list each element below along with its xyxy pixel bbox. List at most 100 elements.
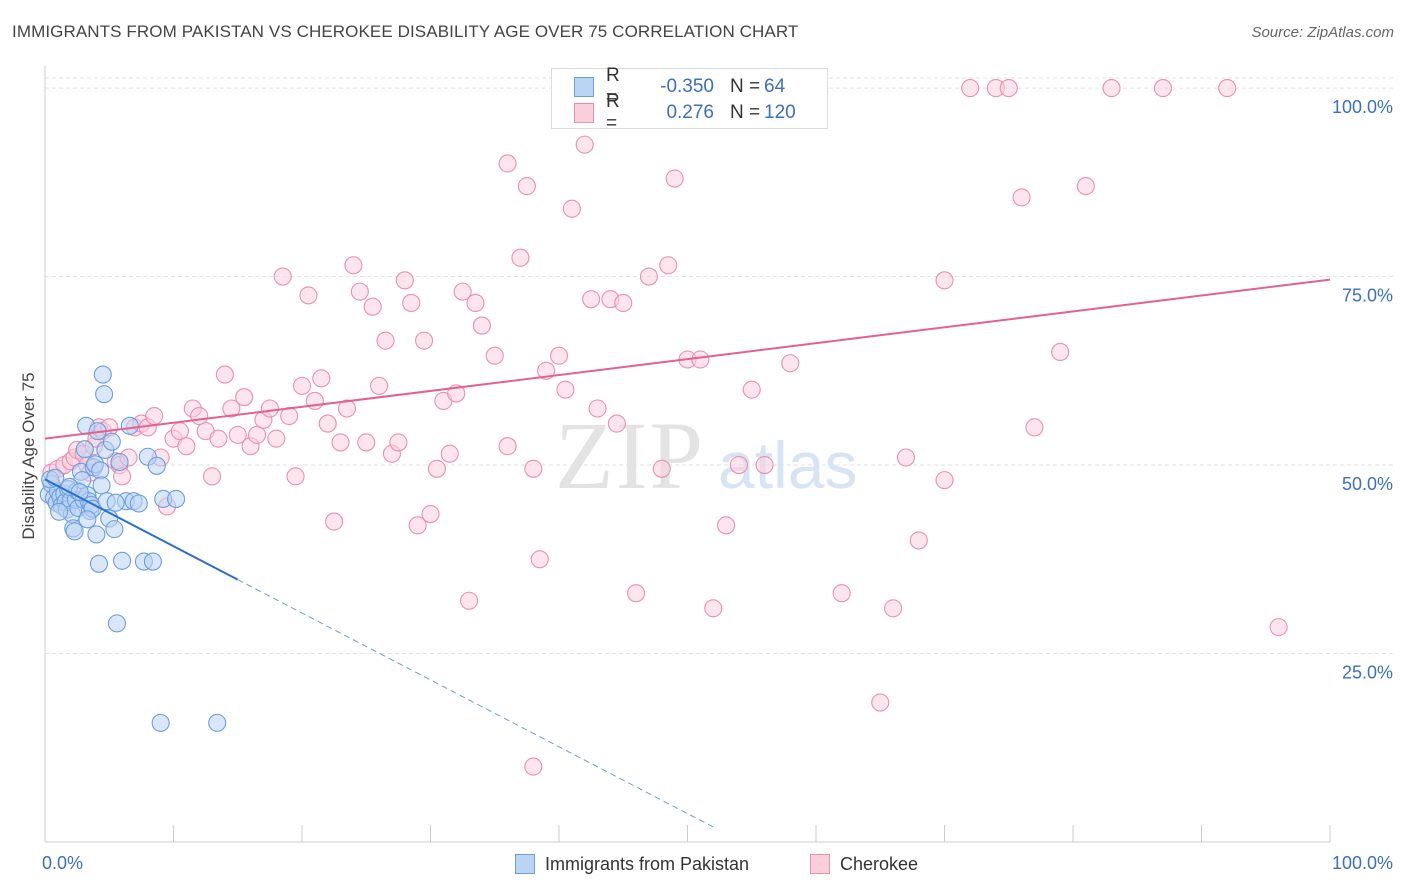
cherokee-point	[582, 290, 601, 309]
cherokee-point	[691, 350, 710, 369]
cherokee-point	[325, 512, 344, 531]
pakistan-point	[129, 494, 148, 513]
cherokee-point	[247, 425, 267, 444]
y-axis-label: Disability Age Over 75	[19, 372, 38, 539]
cherokee-point	[292, 376, 312, 395]
axes	[44, 66, 1331, 843]
gridlines	[45, 77, 1395, 655]
cherokee-point	[228, 425, 247, 444]
pakistan-point	[87, 525, 106, 544]
cherokee-point	[222, 399, 241, 418]
cherokee-point	[498, 437, 517, 456]
n-label: N =	[730, 102, 761, 123]
tick-labels: 25.0% 50.0% 75.0% 100.0% 0.0% 100.0%	[42, 97, 1393, 873]
pakistan-trend-line	[44, 478, 239, 581]
cherokee-point	[299, 286, 318, 305]
y-tick-label: 50.0%	[1342, 474, 1393, 494]
pakistan-point	[110, 452, 129, 472]
cherokee-point	[716, 516, 736, 535]
cherokee-point	[935, 471, 954, 490]
cherokee-point	[1076, 177, 1095, 196]
pakistan-point	[95, 385, 114, 404]
pakistan-point	[120, 416, 139, 435]
pakistan-point	[102, 432, 121, 451]
cherokee-point	[402, 293, 421, 312]
cherokee-point	[331, 433, 350, 452]
y-tick-label: 75.0%	[1342, 286, 1393, 306]
pakistan-point	[75, 440, 94, 459]
cherokee-point	[517, 177, 536, 196]
cherokee-point	[832, 584, 851, 603]
cherokee-point	[627, 584, 646, 603]
cherokee-point	[562, 199, 581, 218]
cherokee-point	[337, 399, 357, 418]
n-value: 120	[764, 102, 796, 123]
pakistan-point	[151, 713, 170, 732]
pakistan-point	[143, 552, 162, 571]
cherokee-point	[1153, 79, 1172, 98]
cherokee-point	[177, 437, 196, 456]
x-tick-label: 100.0%	[1332, 853, 1393, 873]
cherokee-point	[614, 293, 633, 312]
cherokee-point	[267, 429, 286, 448]
cherokee-point	[665, 169, 684, 188]
cherokee-point	[440, 444, 459, 463]
n-label: N =	[730, 76, 761, 97]
cherokee-point	[524, 757, 543, 776]
pakistan-swatch	[574, 77, 594, 97]
cherokee-point	[498, 154, 517, 173]
legend-item-pakistan: Immigrants from Pakistan	[515, 851, 749, 877]
cherokee-point	[742, 380, 761, 399]
cherokee-point	[652, 459, 671, 478]
cherokee-point	[350, 282, 369, 301]
pakistan-point	[113, 551, 132, 570]
cherokee-point	[395, 271, 414, 290]
cherokee-point	[459, 591, 479, 610]
cherokee-point	[363, 297, 382, 316]
x-tick-label: 0.0%	[42, 853, 83, 873]
cherokee-point	[370, 376, 389, 395]
pakistan-point	[107, 614, 127, 633]
legend-item-cherokee: Cherokee	[810, 851, 918, 877]
cherokee-point	[485, 346, 504, 365]
chart-source: Source: ZipAtlas.com	[1251, 24, 1394, 41]
cherokee-point	[1051, 342, 1070, 362]
cherokee-point	[357, 433, 376, 452]
cherokee-point	[1218, 79, 1237, 98]
cherokee-point	[607, 414, 626, 433]
cherokee-point	[524, 459, 543, 478]
cherokee-point	[170, 422, 189, 441]
pakistan-point	[93, 365, 112, 384]
cherokee-point	[260, 399, 279, 418]
cherokee-point	[871, 693, 890, 712]
stats-row-cherokee: R = 0.276 N = 120	[574, 91, 796, 134]
watermark-zip: ZIP	[555, 402, 705, 509]
y-tick-label: 100.0%	[1332, 97, 1393, 117]
pakistan-point	[106, 493, 125, 512]
cherokee-swatch	[574, 103, 594, 123]
watermark: ZIP atlas	[555, 402, 857, 509]
cherokee-point	[729, 455, 748, 475]
chart-title: IMMIGRANTS FROM PAKISTAN VS CHEROKEE DIS…	[12, 22, 799, 41]
cherokee-point	[415, 331, 434, 350]
cherokee-point	[884, 599, 903, 618]
cherokee-point	[466, 293, 485, 312]
y-tick-label: 25.0%	[1342, 663, 1393, 683]
cherokee-point	[427, 459, 446, 478]
n-value: 64	[764, 76, 786, 97]
cherokee-trend-line	[44, 278, 1331, 440]
cherokee-point	[755, 455, 774, 475]
legend-label-cherokee: Cherokee	[840, 853, 919, 874]
cherokee-point	[286, 467, 305, 486]
cherokee-point	[215, 365, 234, 384]
pakistan-point	[65, 522, 84, 541]
cherokee-point	[1102, 79, 1121, 98]
r-label: R =	[606, 91, 620, 134]
cherokee-point	[1269, 618, 1288, 637]
cherokee-point	[659, 256, 678, 275]
cherokee-point	[1012, 188, 1031, 207]
cherokee-point	[704, 599, 723, 618]
cherokee-point	[209, 429, 228, 448]
r-label: R =	[606, 65, 620, 108]
